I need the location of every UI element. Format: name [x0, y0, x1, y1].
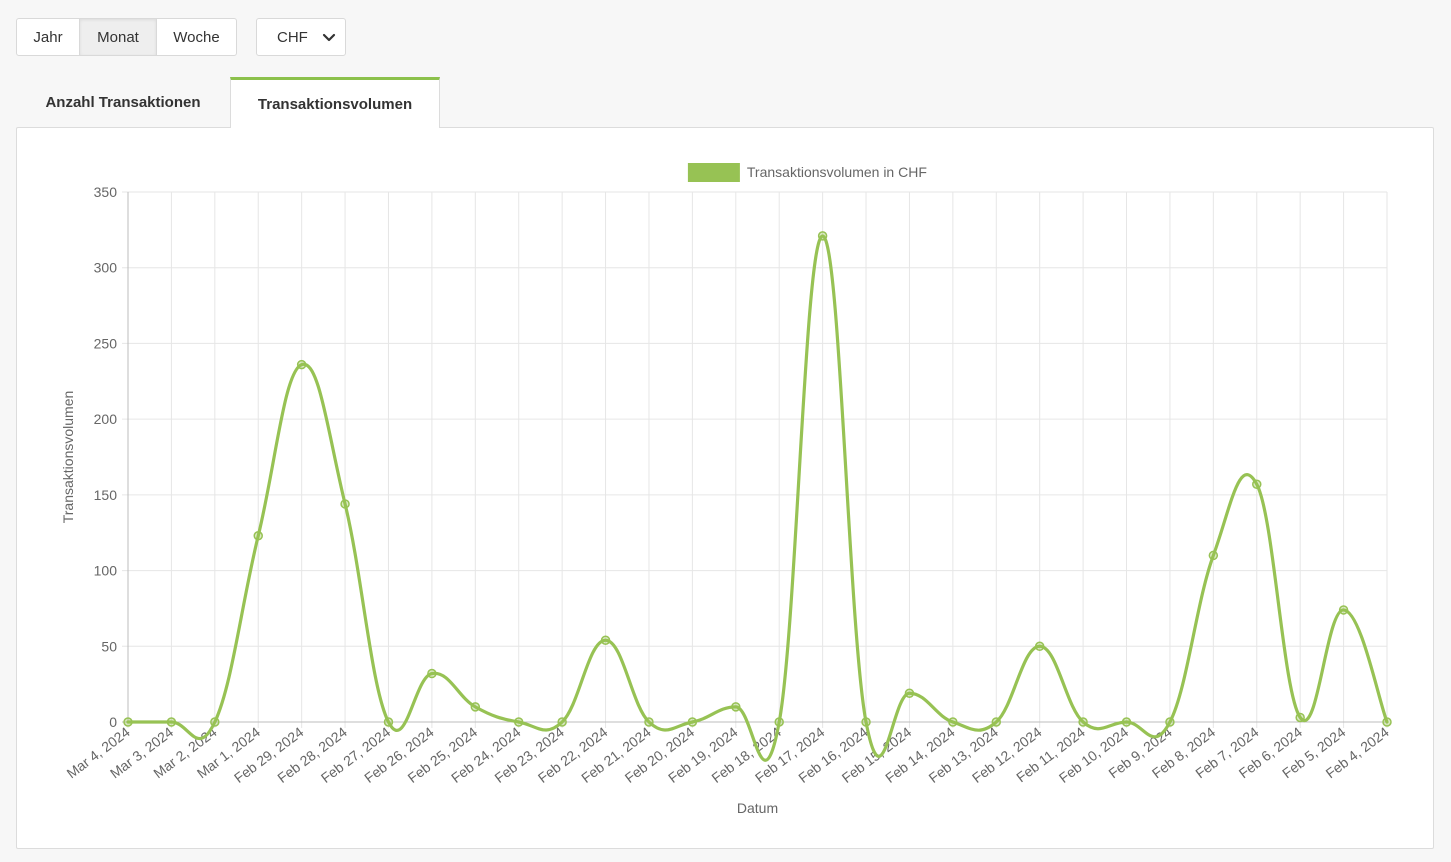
data-point: [948, 717, 958, 727]
legend-swatch: [687, 163, 740, 182]
data-point: [1208, 550, 1219, 561]
chart-panel: 0 50 100 150 200 250 300 350 Mar 4, 2024 Mar 3, 2…: [16, 127, 1434, 849]
y-tick-label: 300: [94, 260, 118, 276]
data-point: [1382, 717, 1392, 727]
data-point: [1295, 712, 1305, 723]
y-tick-label: 50: [101, 638, 117, 654]
data-point: [166, 717, 177, 727]
y-tick-label: 350: [94, 184, 118, 200]
period-button-group: Jahr Monat Woche: [16, 18, 237, 56]
y-tick-label: 250: [94, 335, 118, 351]
period-year-button[interactable]: Jahr: [17, 19, 80, 55]
data-point: [774, 717, 784, 727]
data-point: [427, 668, 437, 679]
data-point: [340, 499, 350, 509]
data-point: [600, 635, 611, 645]
data-point: [1078, 717, 1088, 727]
y-tick-label: 150: [94, 487, 118, 503]
x-axis-title: Datum: [737, 800, 778, 816]
data-point: [991, 717, 1002, 727]
data-point: [253, 530, 263, 541]
data-point: [296, 359, 307, 370]
period-month-button[interactable]: Monat: [80, 19, 157, 55]
data-point: [470, 702, 481, 712]
data-point: [210, 717, 220, 727]
data-point: [513, 717, 524, 727]
data-point: [817, 231, 828, 241]
y-tick-label: 100: [94, 563, 118, 579]
data-point: [1121, 717, 1132, 727]
data-point: [731, 702, 741, 712]
data-point: [1338, 605, 1349, 615]
series-line: [126, 234, 1389, 762]
y-axis-title: Transaktionsvolumen: [60, 391, 76, 524]
period-week-button[interactable]: Woche: [173, 28, 220, 46]
currency-select-value: CHF: [277, 28, 308, 46]
y-tick-label: 0: [109, 714, 117, 730]
tab-anzahl-transaktionen[interactable]: Anzahl Transaktionen: [45, 94, 201, 111]
y-tick-label: 200: [94, 411, 118, 427]
chevron-down-icon: [322, 33, 336, 42]
tab-transaktionsvolumen[interactable]: Transaktionsvolumen: [230, 77, 440, 128]
data-point: [861, 717, 871, 727]
legend-label: Transaktionsvolumen in CHF: [747, 164, 927, 180]
data-point: [557, 717, 567, 727]
data-point: [904, 688, 915, 698]
data-point: [1165, 717, 1175, 727]
data-point: [1034, 641, 1045, 652]
data-point: [644, 717, 654, 727]
currency-select[interactable]: CHF: [256, 18, 346, 56]
data-point: [1252, 479, 1262, 490]
data-point: [383, 717, 394, 727]
data-point: [687, 717, 698, 727]
data-point: [123, 717, 133, 727]
